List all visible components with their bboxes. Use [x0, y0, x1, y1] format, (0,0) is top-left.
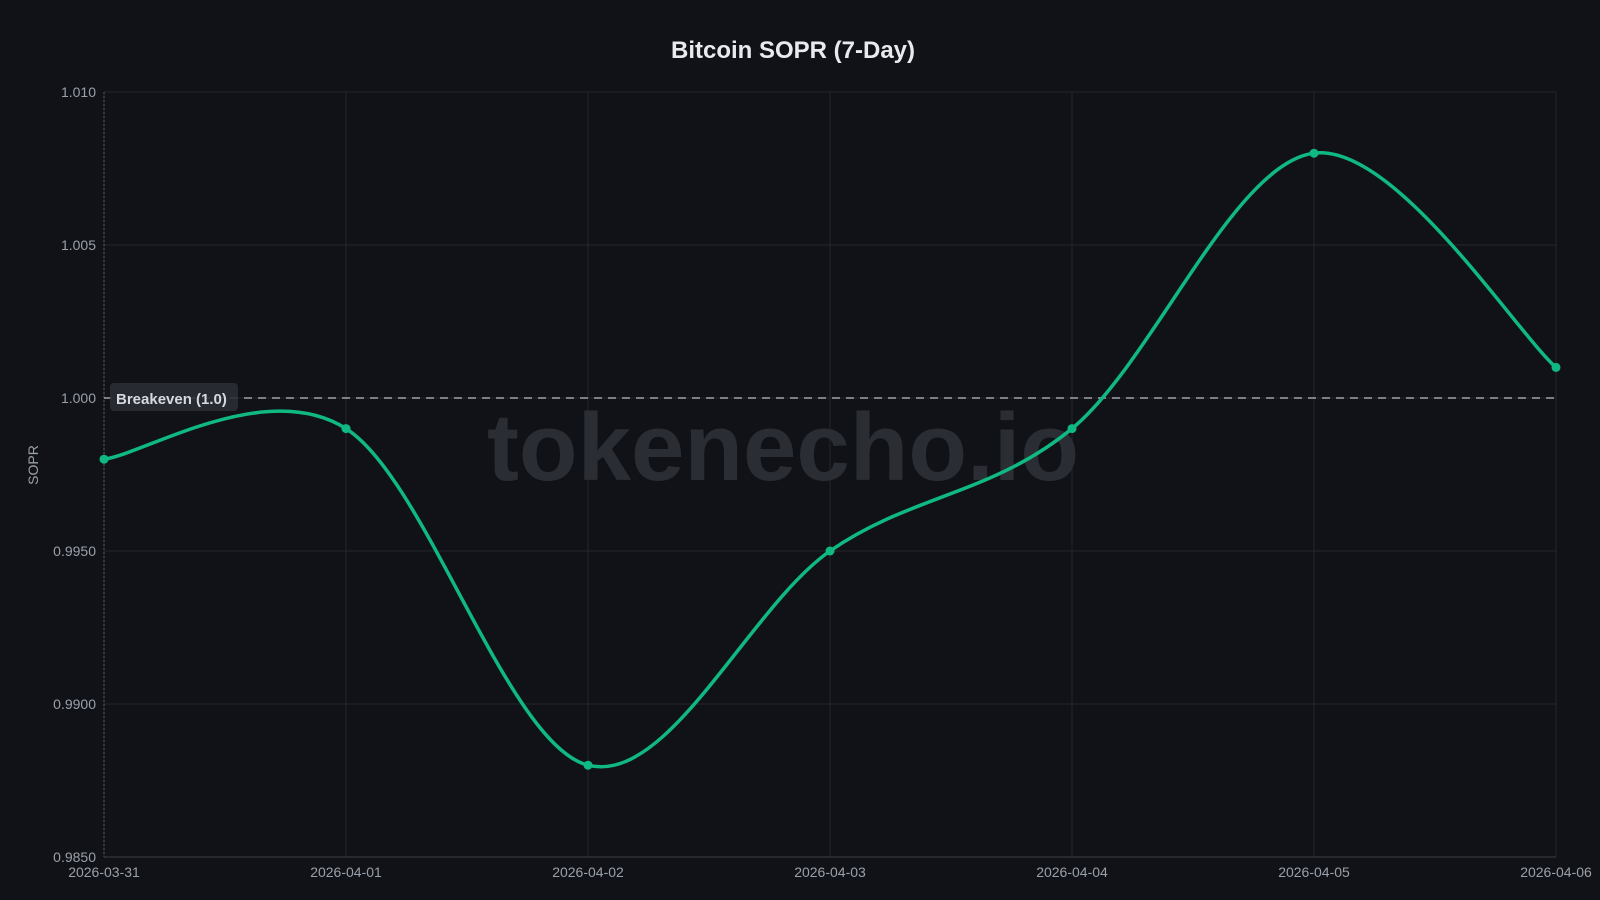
y-tick-label: 0.9900 — [53, 696, 96, 712]
data-point — [1309, 148, 1319, 158]
y-tick-label: 1.010 — [61, 84, 96, 100]
x-tick-label: 2026-04-05 — [1278, 864, 1350, 880]
x-tick-label: 2026-03-31 — [68, 864, 140, 880]
data-point — [825, 546, 835, 556]
data-point — [1551, 362, 1561, 372]
grid — [103, 91, 1557, 858]
x-tick-label: 2026-04-01 — [310, 864, 382, 880]
breakeven-line: Breakeven (1.0) — [104, 383, 1556, 411]
y-tick-label: 0.9850 — [53, 849, 96, 865]
y-axis-label: SOPR — [25, 445, 41, 485]
series — [99, 148, 1561, 770]
y-axis: 0.9850 0.9900 0.9950 1.000 1.005 1.010 — [53, 84, 96, 865]
y-tick-label: 1.005 — [61, 237, 96, 253]
data-point — [341, 424, 351, 434]
y-tick-label: 0.9950 — [53, 543, 96, 559]
x-tick-label: 2026-04-02 — [552, 864, 624, 880]
x-axis: 2026-03-31 2026-04-01 2026-04-02 2026-04-03… — [68, 864, 1592, 880]
x-tick-label: 2026-04-06 — [1520, 864, 1592, 880]
data-point — [1067, 424, 1077, 434]
x-tick-label: 2026-04-03 — [794, 864, 866, 880]
breakeven-label: Breakeven (1.0) — [116, 391, 227, 408]
chart-title: Bitcoin SOPR (7-Day) — [671, 37, 915, 64]
data-point — [583, 760, 593, 770]
data-point — [99, 454, 109, 464]
breakeven-label-bg — [110, 383, 238, 411]
watermark: tokenecho.io — [487, 394, 1079, 501]
x-tick-label: 2026-04-04 — [1036, 864, 1108, 880]
y-tick-label: 1.000 — [61, 390, 96, 406]
